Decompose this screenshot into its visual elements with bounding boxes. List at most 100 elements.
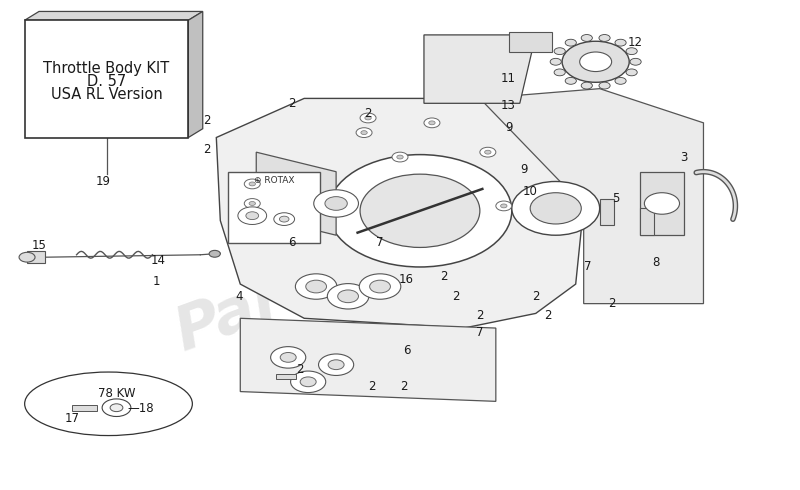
Text: USA RL Version: USA RL Version — [50, 87, 162, 102]
Circle shape — [279, 216, 289, 222]
Polygon shape — [256, 152, 336, 235]
Circle shape — [361, 131, 367, 135]
Polygon shape — [509, 32, 552, 52]
Circle shape — [270, 346, 306, 368]
Circle shape — [306, 280, 326, 293]
Circle shape — [581, 82, 592, 89]
Text: 9: 9 — [505, 121, 512, 134]
Circle shape — [554, 48, 566, 54]
Text: 11: 11 — [500, 73, 515, 85]
Circle shape — [496, 201, 512, 211]
Circle shape — [274, 213, 294, 225]
Text: 12: 12 — [628, 36, 643, 49]
Text: 19: 19 — [95, 175, 110, 188]
Circle shape — [300, 377, 316, 387]
Text: 15: 15 — [31, 239, 46, 251]
Text: 78 KW: 78 KW — [98, 387, 135, 399]
Polygon shape — [480, 89, 703, 304]
Text: 2: 2 — [544, 309, 551, 322]
Polygon shape — [25, 20, 188, 138]
Circle shape — [626, 69, 638, 76]
Text: 3: 3 — [680, 150, 687, 164]
Text: 10: 10 — [522, 185, 538, 198]
Circle shape — [328, 155, 512, 267]
Text: 1: 1 — [153, 275, 160, 288]
Circle shape — [424, 118, 440, 128]
Text: 5: 5 — [612, 192, 619, 205]
Circle shape — [338, 290, 358, 303]
Text: 2: 2 — [532, 290, 539, 303]
Text: 7: 7 — [584, 261, 591, 273]
Polygon shape — [240, 318, 496, 401]
Circle shape — [356, 128, 372, 138]
Circle shape — [392, 152, 408, 162]
Circle shape — [565, 77, 576, 84]
Bar — [27, 251, 45, 263]
Circle shape — [102, 399, 131, 416]
Circle shape — [512, 181, 600, 235]
Circle shape — [599, 34, 610, 41]
Text: 9: 9 — [520, 163, 527, 176]
Circle shape — [615, 77, 626, 84]
Text: 14: 14 — [150, 254, 166, 267]
Text: PartsRepublic: PartsRepublic — [168, 146, 632, 364]
Bar — [600, 198, 614, 225]
Text: 2: 2 — [289, 97, 296, 110]
Circle shape — [480, 147, 496, 157]
Circle shape — [615, 39, 626, 46]
Circle shape — [318, 354, 354, 375]
Circle shape — [565, 39, 576, 46]
Text: 16: 16 — [399, 273, 414, 286]
Circle shape — [550, 58, 562, 65]
Text: D. 57: D. 57 — [87, 74, 126, 89]
Text: 7: 7 — [376, 236, 384, 249]
Text: ⊕ ROTAX: ⊕ ROTAX — [254, 176, 294, 185]
Text: 6: 6 — [402, 343, 410, 357]
Text: 2: 2 — [476, 309, 484, 322]
Text: 2: 2 — [400, 380, 408, 393]
Circle shape — [110, 404, 123, 412]
Text: 2: 2 — [297, 363, 304, 376]
Circle shape — [244, 179, 260, 189]
Polygon shape — [25, 11, 202, 20]
Circle shape — [501, 204, 507, 208]
Text: —18: —18 — [127, 402, 154, 415]
Text: 2: 2 — [368, 380, 376, 393]
Circle shape — [209, 250, 220, 257]
Circle shape — [360, 113, 376, 123]
Text: Throttle Body KIT: Throttle Body KIT — [43, 61, 170, 75]
Circle shape — [249, 182, 255, 186]
Circle shape — [327, 284, 369, 309]
Text: 2: 2 — [203, 114, 210, 127]
Circle shape — [249, 201, 255, 205]
Polygon shape — [228, 172, 320, 243]
Polygon shape — [424, 35, 536, 103]
Circle shape — [581, 34, 592, 41]
Text: 6: 6 — [289, 236, 296, 249]
Circle shape — [246, 212, 258, 220]
Polygon shape — [188, 11, 202, 138]
Circle shape — [290, 371, 326, 392]
Text: 13: 13 — [500, 99, 515, 112]
Circle shape — [554, 69, 566, 76]
Text: 4: 4 — [235, 290, 242, 303]
Circle shape — [485, 150, 491, 154]
Text: 2: 2 — [440, 270, 448, 283]
Circle shape — [244, 198, 260, 208]
Text: 7: 7 — [476, 326, 484, 340]
Circle shape — [238, 207, 266, 224]
Circle shape — [325, 196, 347, 210]
Circle shape — [295, 274, 337, 299]
Text: 2: 2 — [364, 106, 372, 120]
Circle shape — [630, 58, 641, 65]
Circle shape — [599, 82, 610, 89]
Ellipse shape — [25, 372, 192, 436]
Circle shape — [370, 280, 390, 293]
Text: 17: 17 — [65, 412, 80, 425]
Circle shape — [328, 360, 344, 369]
Circle shape — [644, 193, 679, 214]
Circle shape — [429, 121, 435, 125]
Circle shape — [314, 190, 358, 217]
Circle shape — [280, 352, 296, 362]
Text: 2: 2 — [203, 143, 210, 156]
